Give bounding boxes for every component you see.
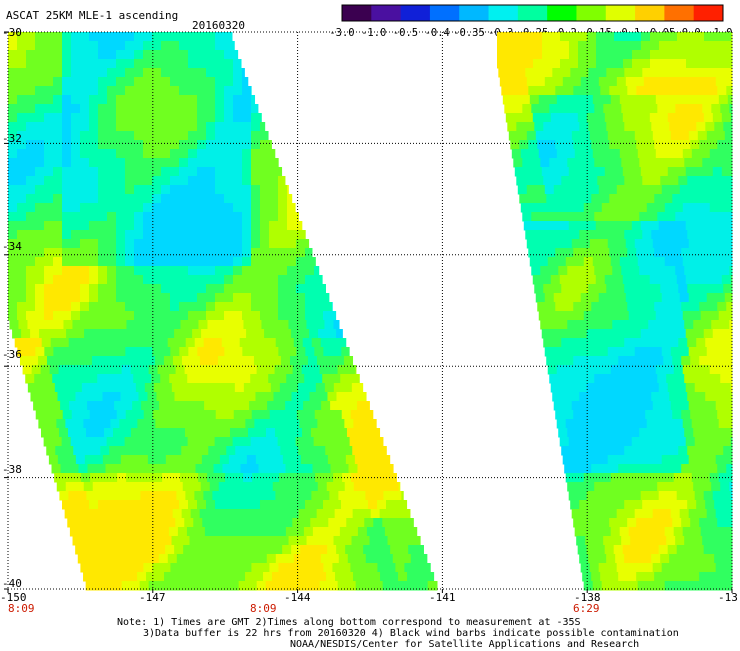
note-line-3: NOAA/NESDIS/Center for Satellite Applica… (290, 639, 640, 650)
x-tick-label: -138 (574, 591, 601, 604)
colorbar-swatch (342, 5, 372, 21)
colorbar-label: -0.4 (425, 27, 450, 39)
colorbar-label: -0.5 (393, 27, 418, 39)
y-tick-label: -34 (2, 240, 22, 253)
colorbar-swatch (693, 5, 724, 21)
colorbar-swatch (605, 5, 636, 21)
colorbar-label: -3.0 (329, 27, 354, 39)
colorbar-swatch (635, 5, 665, 21)
wind-map-panel (4, 31, 733, 593)
wind-field-heatmap (8, 32, 733, 591)
colorbar-swatch (488, 5, 519, 21)
map-gridlines (7, 31, 733, 590)
x-tick-label: -13 (718, 591, 738, 604)
time-label: 8:09 (250, 602, 277, 615)
colorbar-label: -1.0 (361, 27, 386, 39)
y-tick-label: -40 (2, 577, 22, 590)
y-tick-label: -38 (2, 463, 22, 476)
colorbar-label: -0.35 (453, 27, 485, 39)
y-tick-label: -32 (2, 132, 22, 145)
colorbar-swatch (371, 5, 402, 21)
y-tick-label: -30 (2, 26, 22, 39)
colorbar-swatch (576, 5, 607, 21)
x-tick-label: -150 (0, 591, 27, 604)
colorbar-swatch (400, 5, 431, 21)
colorbar-swatch (429, 5, 460, 21)
note-line-2: 3)Data buffer is 22 hrs from 20160320 4)… (143, 628, 679, 639)
colorbar-swatch (459, 5, 490, 21)
x-tick-label: -147 (139, 591, 166, 604)
colorbar-swatch (517, 5, 548, 21)
y-tick-label: -36 (2, 348, 22, 361)
product-title: ASCAT 25KM MLE-1 ascending (6, 9, 179, 22)
colorbar-swatch (664, 5, 695, 21)
color-scale-bar: -3.0-1.0-0.5-0.4-0.35-0.3-0.25-0.2-0.15-… (329, 4, 732, 39)
time-label: 6:29 (573, 602, 600, 615)
colorbar-swatch (547, 5, 577, 21)
x-tick-label: -144 (284, 591, 311, 604)
product-date: 20160320 (192, 19, 245, 32)
time-label: 8:09 (8, 602, 35, 615)
note-line-1: Note: 1) Times are GMT 2)Times along bot… (117, 617, 581, 628)
x-tick-label: -141 (429, 591, 456, 604)
